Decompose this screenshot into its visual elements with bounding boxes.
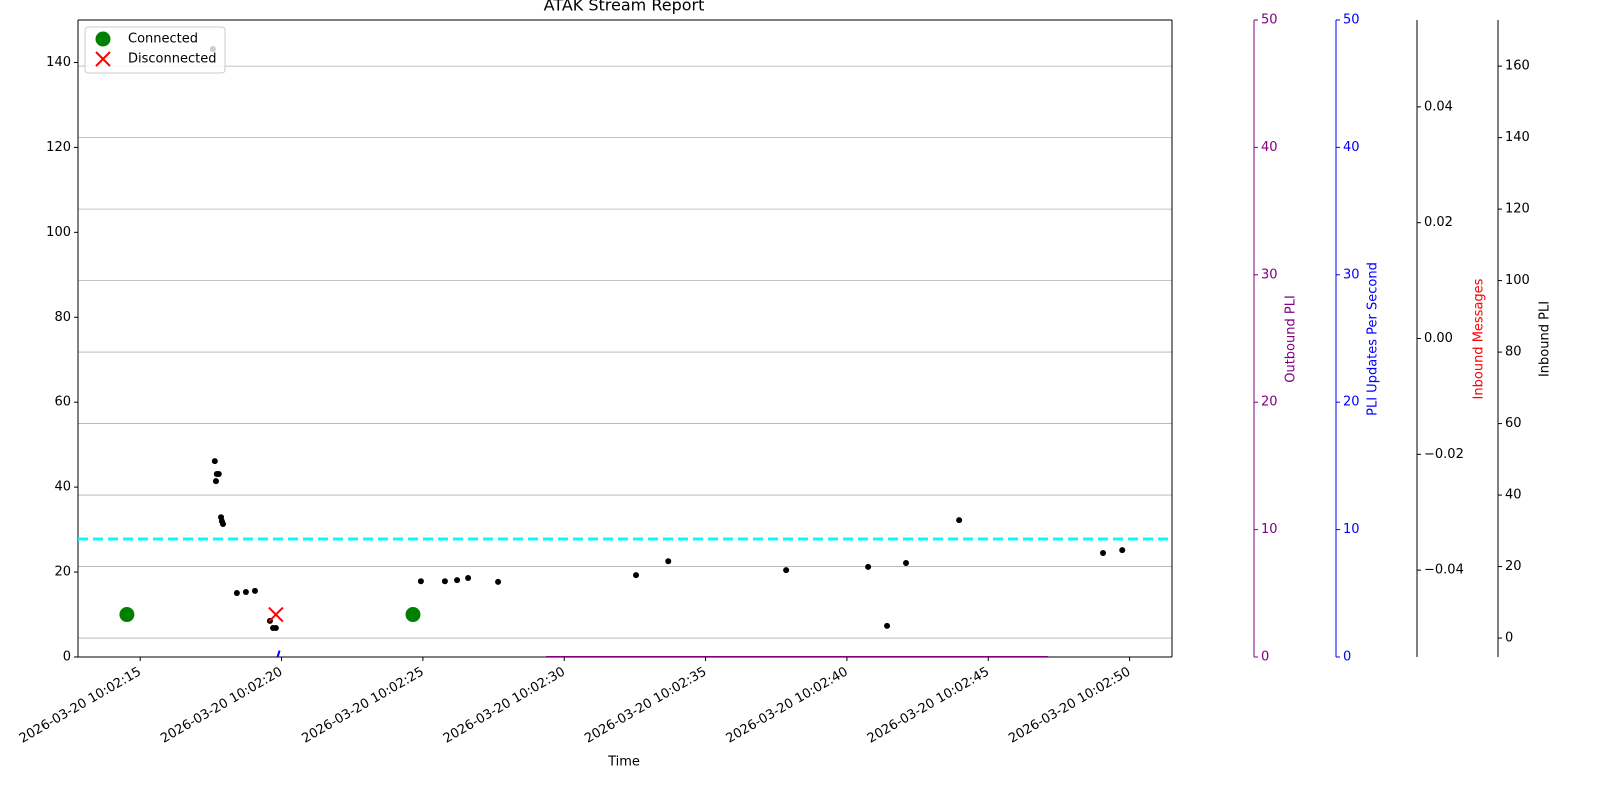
data-point (465, 575, 472, 582)
y-tick-label: 60 (54, 395, 71, 410)
y-tick-label: 0.04 (1424, 99, 1453, 114)
data-point (783, 567, 790, 574)
data-point (1100, 549, 1107, 556)
data-line (276, 650, 281, 657)
x-tick-label: 2026-03-20 10:02:40 (724, 665, 851, 747)
y-tick-label: 0 (1261, 650, 1269, 665)
y-tick-label: −0.02 (1424, 447, 1464, 462)
data-point (272, 625, 279, 632)
data-point (417, 578, 424, 585)
y-axis-label: Outbound PLI (1284, 295, 1299, 383)
y-tick-label: 10 (1261, 522, 1278, 537)
y-tick-label: 160 (1505, 59, 1530, 74)
y-axis-label: Inbound PLI (1538, 301, 1553, 377)
x-axis-label: Time (607, 755, 640, 770)
y-tick-label: 20 (1261, 395, 1278, 410)
data-point (220, 521, 227, 528)
y-tick-label: 0.00 (1424, 331, 1453, 346)
marker-circle (119, 607, 135, 623)
y-tick-label: 40 (1505, 488, 1522, 503)
chart-title: ATAK Stream Report (544, 0, 705, 15)
y-tick-label: 40 (54, 480, 71, 495)
data-point (902, 559, 909, 566)
data-point (633, 572, 640, 579)
y-tick-label: 20 (1343, 395, 1360, 410)
y-tick-label: 80 (54, 310, 71, 325)
y-tick-label: 50 (1261, 13, 1278, 28)
data-point (865, 563, 872, 570)
data-point (242, 588, 249, 595)
y-axis-label: PLI Updates Per Second (1366, 262, 1381, 416)
y-tick-label: 80 (1505, 345, 1522, 360)
data-point (233, 590, 240, 597)
data-point (441, 578, 448, 585)
y-axis-label: Inbound Messages (1472, 278, 1487, 399)
x-tick-label: 2026-03-20 10:02:15 (17, 665, 144, 747)
y-tick-label: −0.04 (1424, 563, 1464, 578)
data-point (956, 517, 963, 524)
y-tick-label: 50 (1343, 13, 1360, 28)
x-tick-label: 2026-03-20 10:02:45 (865, 665, 992, 747)
marker-circle (405, 607, 421, 623)
marker-circle (95, 31, 111, 47)
marker-x (95, 51, 111, 67)
y-tick-label: 120 (1505, 202, 1530, 217)
legend-box (84, 26, 226, 74)
y-tick-label: 100 (46, 225, 71, 240)
y-tick-label: 30 (1261, 267, 1278, 282)
x-tick-label: 2026-03-20 10:02:35 (582, 665, 709, 747)
data-point (884, 622, 891, 629)
y-tick-label: 0 (1505, 631, 1513, 646)
legend-label: Connected (128, 32, 198, 47)
data-point (212, 478, 219, 485)
y-tick-label: 0.02 (1424, 215, 1453, 230)
data-point (665, 558, 672, 565)
y-tick-label: 100 (1505, 273, 1530, 288)
data-point (251, 587, 258, 594)
y-tick-label: 140 (46, 55, 71, 70)
data-point (495, 578, 502, 585)
x-tick-label: 2026-03-20 10:02:50 (1006, 665, 1133, 747)
y-tick-label: 40 (1343, 140, 1360, 155)
y-tick-label: 120 (46, 140, 71, 155)
y-tick-label: 60 (1505, 416, 1522, 431)
x-tick-label: 2026-03-20 10:02:25 (300, 665, 427, 747)
y-tick-label: 20 (54, 565, 71, 580)
data-point (1119, 547, 1126, 554)
y-tick-label: 10 (1343, 522, 1360, 537)
data-point (211, 458, 218, 465)
y-tick-label: 140 (1505, 130, 1530, 145)
y-tick-label: 20 (1505, 559, 1522, 574)
y-tick-label: 0 (1343, 650, 1351, 665)
legend-label: Disconnected (128, 52, 216, 67)
data-point (454, 577, 461, 584)
data-point (215, 470, 222, 477)
y-tick-label: 0 (63, 650, 71, 665)
y-tick-label: 30 (1343, 267, 1360, 282)
x-tick-label: 2026-03-20 10:02:30 (441, 665, 568, 747)
x-tick-label: 2026-03-20 10:02:20 (158, 665, 285, 747)
y-tick-label: 40 (1261, 140, 1278, 155)
marker-x (268, 606, 284, 623)
